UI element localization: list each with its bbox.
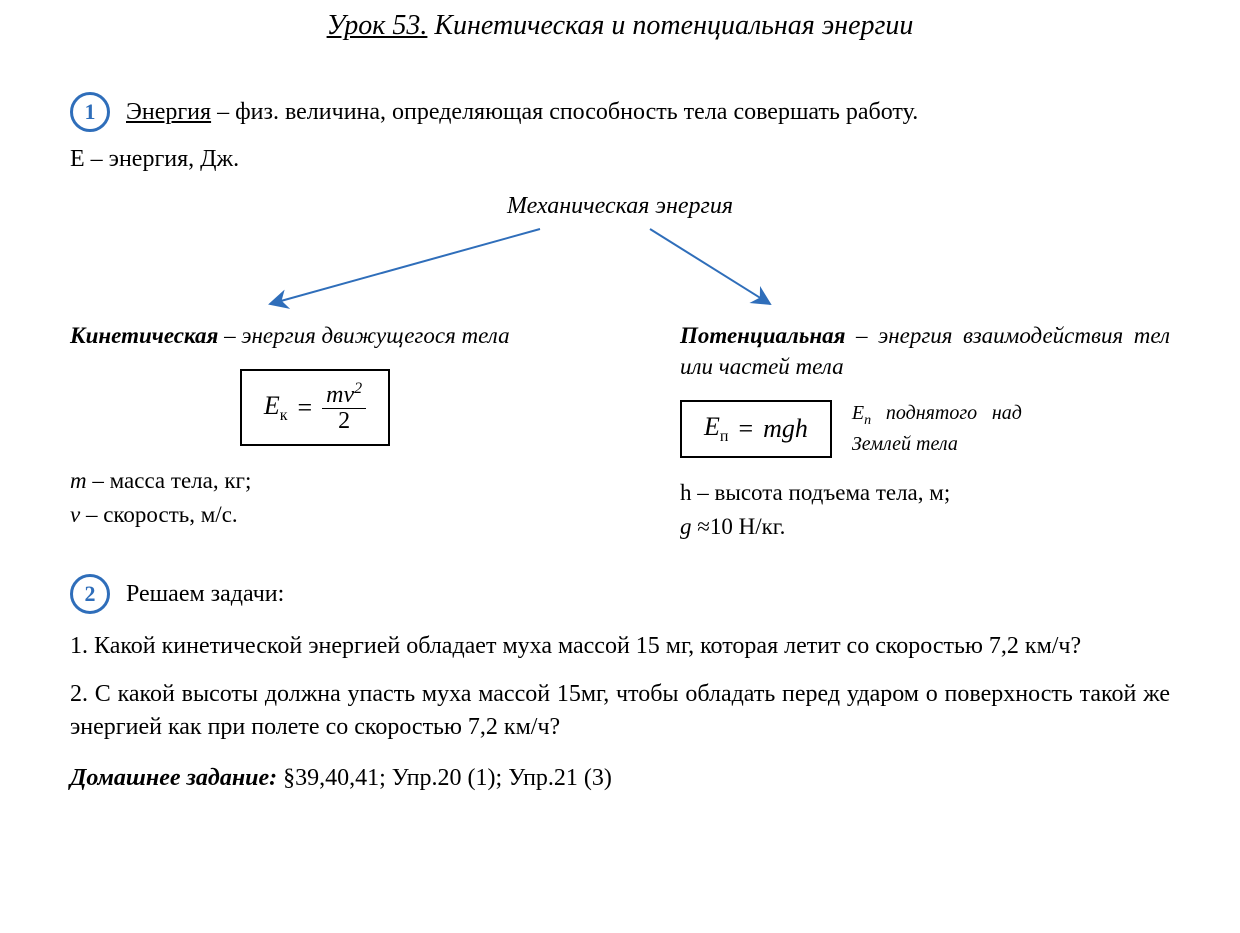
kinetic-formula-row: Eк = mv2 2: [70, 369, 560, 446]
kinetic-denominator: 2: [334, 409, 354, 434]
section-badge-2: 2: [70, 574, 110, 614]
lesson-topic: Кинетическая и потенциальная энергии: [434, 10, 913, 41]
potential-vars: h – высота подъема тела, м; g ≈10 Н/кг.: [680, 480, 1170, 540]
var-v-sym: v: [70, 502, 80, 527]
var-v-text: – скорость, м/с.: [80, 502, 237, 527]
kinetic-formula-box: Eк = mv2 2: [240, 369, 390, 446]
var-m-text: – масса тела, кг;: [87, 468, 252, 493]
homework-line: Домашнее задание: §39,40,41; Упр.20 (1);…: [70, 765, 1170, 792]
potential-lhs-sub: п: [720, 428, 729, 445]
potential-head: Потенциальная: [680, 323, 845, 348]
arrow-right: [650, 229, 770, 304]
tasks-heading-row: 2 Решаем задачи:: [70, 574, 1170, 614]
lesson-page: Урок 53. Кинетическая и потенциальная эн…: [0, 0, 1240, 933]
mechanical-energy-label: Механическая энергия: [70, 193, 1170, 220]
var-g-sym: g: [680, 514, 692, 539]
potential-var-h: h – высота подъема тела, м;: [680, 480, 1170, 506]
kinetic-defbox: Кинетическая – энергия движущегося тела: [70, 320, 560, 351]
task-1: 1. Какой кинетической энергией обладает …: [70, 630, 1170, 664]
kinetic-vars: m – масса тела, кг; v – скорость, м/с.: [70, 468, 560, 528]
var-g-text: ≈10 Н/кг.: [692, 514, 786, 539]
kinetic-var-v: v – скорость, м/с.: [70, 502, 560, 528]
arrows-svg: [70, 224, 1170, 314]
kinetic-var-m: m – масса тела, кг;: [70, 468, 560, 494]
potential-lhs-sym: E: [704, 412, 720, 441]
potential-formula-box: Eп = mgh: [680, 400, 832, 458]
kinetic-head: Кинетическая: [70, 323, 218, 348]
kinetic-lhs-sym: E: [264, 391, 280, 420]
energy-symbol-line: Е – энергия, Дж.: [70, 146, 1170, 173]
kinetic-column: Кинетическая – энергия движущегося тела …: [70, 320, 560, 536]
homework-label: Домашнее задание:: [70, 765, 277, 791]
potential-formula-row: Eп = mgh Eп поднятого над Землей тела: [680, 400, 1170, 458]
kinetic-lhs-sub: к: [280, 407, 288, 424]
kinetic-fraction: mv2 2: [322, 381, 366, 434]
var-m-sym: m: [70, 468, 87, 493]
kinetic-eq: =: [298, 393, 313, 423]
tasks-heading: Решаем задачи:: [126, 581, 284, 608]
task-2: 2. С какой высоты должна упасть муха мас…: [70, 678, 1170, 745]
kinetic-num-sup: 2: [354, 380, 362, 397]
energy-definition-row: 1 Энергия – физ. величина, определяющая …: [70, 92, 1170, 132]
page-title: Урок 53. Кинетическая и потенциальная эн…: [70, 10, 1170, 42]
energy-term: Энергия: [126, 99, 211, 125]
side-note-sym: E: [852, 402, 864, 424]
energy-columns: Кинетическая – энергия движущегося тела …: [70, 320, 1170, 548]
lesson-number: Урок 53.: [327, 10, 428, 41]
potential-side-note: Eп поднятого над Землей тела: [852, 400, 1022, 458]
kinetic-rest: – энергия движущегося тела: [218, 323, 509, 348]
var-h-sym: h: [680, 480, 692, 505]
branch-arrows: [70, 224, 1170, 314]
tasks-section: 2 Решаем задачи: 1. Какой кинетической э…: [70, 574, 1170, 745]
kinetic-num-base: mv: [326, 382, 354, 408]
kinetic-lhs: Eк: [264, 391, 288, 425]
section-badge-1: 1: [70, 92, 110, 132]
homework-text: §39,40,41; Упр.20 (1); Упр.21 (3): [277, 765, 612, 791]
kinetic-numerator: mv2: [322, 381, 366, 408]
energy-def-rest: – физ. величина, определяющая способност…: [211, 99, 918, 125]
potential-rhs: mgh: [763, 414, 808, 444]
energy-definition-text: Энергия – физ. величина, определяющая сп…: [126, 99, 918, 126]
potential-eq: =: [738, 414, 753, 444]
potential-defbox: Потенциальная – энергия взаимодействия т…: [680, 320, 1170, 382]
arrow-left: [270, 229, 540, 304]
potential-lhs: Eп: [704, 412, 728, 446]
var-h-text: – высота подъема тела, м;: [692, 480, 951, 505]
side-note-text: поднятого над Землей тела: [852, 402, 1022, 455]
potential-var-g: g ≈10 Н/кг.: [680, 514, 1170, 540]
potential-column: Потенциальная – энергия взаимодействия т…: [680, 320, 1170, 548]
